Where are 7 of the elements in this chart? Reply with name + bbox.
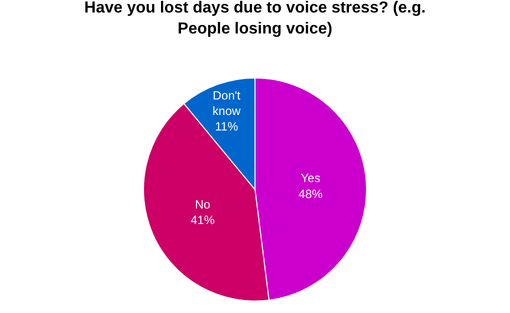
slice-label: Yes (300, 171, 320, 186)
chart-title: Have you lost days due to voice stress? (e.g. People losing voice) (84, 0, 426, 38)
data-label: 41% (190, 212, 215, 227)
data-label: 11% (214, 120, 238, 134)
data-label: 48% (298, 186, 323, 201)
slice-label: No (194, 197, 211, 212)
slice-label: Don't know (212, 88, 242, 118)
